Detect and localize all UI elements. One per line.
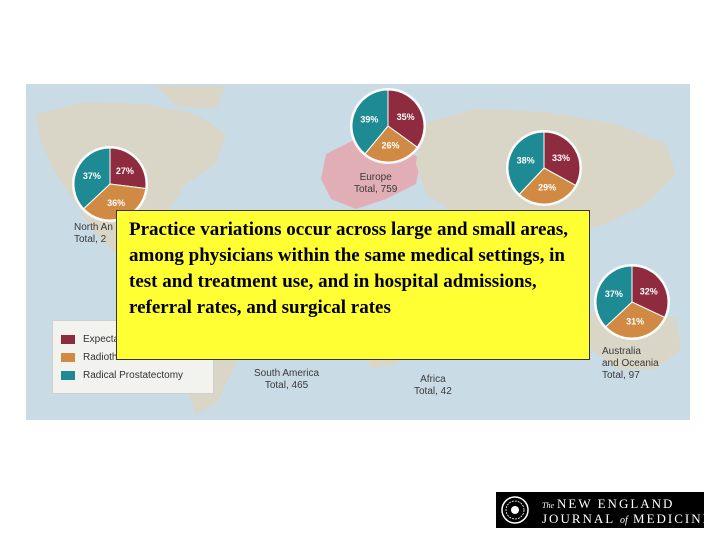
nejm-journal: JOURNAL <box>542 511 615 526</box>
pie-slice-europe-prostatectomy <box>351 89 389 155</box>
callout-text: Practice variations occur across large a… <box>129 219 569 318</box>
legend-label-expectant: Expectar <box>83 333 123 345</box>
pie-label-europe-prostatectomy: 39% <box>360 114 378 124</box>
pie-slice-asia-prostatectomy <box>507 131 545 195</box>
pie-label-north-america-radiotherapy: 36% <box>107 198 125 208</box>
nejm-the: The <box>542 501 554 510</box>
europe-label-total: Total, 759 <box>354 184 398 195</box>
pie-label-north-america-expectant: 27% <box>116 166 134 176</box>
africa-label-name: Africa <box>420 374 446 385</box>
legend-label-radiotherapy: Radioth <box>83 351 118 363</box>
pie-slice-australia-oceania-prostatectomy <box>595 265 633 328</box>
north-america-label-total: Total, 2 <box>74 234 107 245</box>
pie-label-australia-oceania-expectant: 32% <box>640 286 658 296</box>
pie-label-australia-oceania-prostatectomy: 37% <box>605 289 623 299</box>
callout-box: Practice variations occur across large a… <box>116 210 590 360</box>
nejm-new-england: NEW ENGLAND <box>557 496 675 511</box>
pie-slice-europe-expectant <box>387 89 425 148</box>
australia-label-l1: Australia <box>602 346 641 357</box>
legend-swatch-expectant <box>61 334 75 344</box>
pie-charts: 27% 36% 37% 35% 26% 39% 33% 29% 38% 32% 31% 37% <box>72 88 670 340</box>
land-greenland <box>156 86 226 109</box>
pie-asia: 33% 29% 38% <box>506 130 582 206</box>
pie-australia-oceania: 32% 31% 37% <box>594 264 670 340</box>
pie-slice-asia-expectant <box>543 131 581 187</box>
pie-europe: 35% 26% 39% <box>350 88 426 164</box>
pie-label-europe-radiotherapy: 26% <box>381 141 399 151</box>
europe-label-name: Europe <box>359 172 392 183</box>
nejm-medicine: MEDICINE <box>633 511 713 526</box>
africa-label-total: Total, 42 <box>414 386 452 397</box>
seal-icon <box>501 496 529 524</box>
pie-north-america: 27% 36% 37% <box>72 146 148 222</box>
pie-label-north-america-prostatectomy: 37% <box>83 171 101 181</box>
australia-label-total: Total, 97 <box>602 370 640 381</box>
legend-swatch-radiotherapy <box>61 352 75 362</box>
europe-label: Europe Total, 759 <box>354 172 397 196</box>
australia-label-l2: and Oceania <box>602 358 659 369</box>
australia-label: Australia and Oceania Total, 97 <box>602 346 659 382</box>
south-america-label-total: Total, 465 <box>264 380 309 391</box>
pie-label-asia-radiotherapy: 29% <box>538 183 556 193</box>
legend-item-radiotherapy: Radioth <box>61 351 117 363</box>
legend-label-prostatectomy: Radical Prostatectomy <box>83 369 184 381</box>
pie-slice-north-america-prostatectomy <box>73 147 111 210</box>
legend-item-expectant: Expectar <box>61 333 122 345</box>
pie-slice-europe-radiotherapy <box>364 125 418 163</box>
pie-label-asia-expectant: 33% <box>552 153 570 163</box>
pie-slice-asia-radiotherapy <box>518 167 577 205</box>
pie-label-australia-oceania-radiotherapy: 31% <box>626 317 644 327</box>
pie-label-asia-prostatectomy: 38% <box>517 156 535 166</box>
nejm-line2: JOURNAL of MEDICINE <box>542 511 713 527</box>
south-america-label-name: South America <box>254 368 320 379</box>
pie-label-europe-expectant: 35% <box>397 112 415 122</box>
africa-label: Africa Total, 42 <box>414 374 452 398</box>
pie-slice-australia-oceania-radiotherapy <box>605 301 666 339</box>
nejm-line1: The NEW ENGLAND <box>542 496 674 512</box>
legend-swatch-prostatectomy <box>61 370 75 380</box>
nejm-of: of <box>620 515 628 526</box>
north-america-label: North An Total, 2 <box>74 222 113 246</box>
legend-item-prostatectomy: Radical Prostatectomy <box>61 369 183 381</box>
nejm-logo: The NEW ENGLAND JOURNAL of MEDICINE <box>496 492 711 528</box>
pie-slice-north-america-expectant <box>109 147 147 190</box>
north-america-label-name: North An <box>74 222 113 233</box>
south-america-label: South America Total, 465 <box>254 368 319 392</box>
pie-slice-australia-oceania-expectant <box>631 265 669 318</box>
